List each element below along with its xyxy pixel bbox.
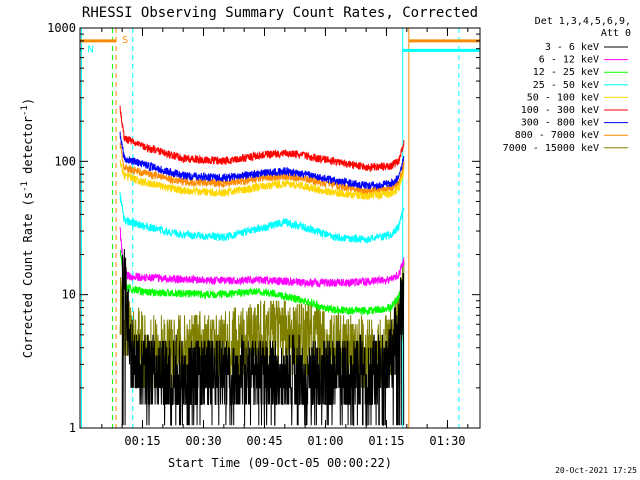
y-axis-label-sup-1: -1 — [20, 181, 30, 192]
timestamp: 20-Oct-2021 17:25 — [555, 466, 637, 475]
x-tick-label-90: 01:30 — [429, 434, 465, 448]
series-line-100-300keV — [119, 105, 405, 173]
x-tick-label-45: 00:45 — [246, 434, 282, 448]
x-tick-label-60: 01:00 — [307, 434, 343, 448]
series-line-300-800keV — [119, 131, 405, 191]
x-axis-label: Start Time (09-Oct-05 00:00:22) — [168, 456, 392, 470]
series-line-6-12keV — [119, 227, 405, 289]
legend-label-5: 50 - 100 keV — [527, 92, 599, 103]
series-line-12-25keV — [119, 249, 405, 316]
series-line-25-50keV — [119, 191, 405, 245]
legend-label-8: 800 - 7000 keV — [515, 130, 599, 141]
legend-label-2: 6 - 12 keV — [539, 55, 599, 66]
y-tick-label-1000: 1000 — [47, 21, 76, 35]
series-group — [119, 105, 405, 426]
y-axis-label-part-3: ) — [21, 98, 35, 105]
y-axis-label-part-1: Corrected Count Rate (s — [21, 192, 35, 358]
series-line-800-7000keV — [119, 142, 405, 195]
x-tick-label-30: 00:30 — [185, 434, 221, 448]
legend-label-3: 12 - 25 keV — [533, 67, 599, 78]
plot-area: S N 1 10 100 1000 00:15 00:30 00:45 01:00 01:15 01:… — [47, 21, 481, 448]
legend-label-6: 100 - 300 keV — [521, 105, 599, 116]
series-line-50-100keV — [119, 159, 405, 201]
y-tick-label-10: 10 — [62, 288, 76, 302]
legend-label-7: 300 - 800 keV — [521, 118, 599, 129]
legend-title-line-1: Det 1,3,4,5,6,9, — [535, 16, 631, 27]
y-tick-label-1: 1 — [69, 421, 76, 435]
chart-title: RHESSI Observing Summary Count Rates, Co… — [82, 5, 478, 21]
y-axis-label: Corrected Count Rate (s-1 detector-1) — [20, 98, 35, 358]
y-axis-label-part-2: detector — [21, 116, 35, 181]
legend: Det 1,3,4,5,6,9,Att 03 - 6 keV 6 - 12 keV… — [503, 16, 631, 154]
y-axis-label-sup-2: -1 — [20, 105, 30, 116]
flag-label-S: S — [122, 35, 128, 46]
legend-title-line-2: Att 0 — [601, 28, 631, 39]
legend-label-1: 3 - 6 keV — [545, 42, 599, 53]
y-tick-label-100: 100 — [54, 154, 76, 168]
series-line-3-6keV — [121, 248, 405, 426]
x-tick-label-75: 01:15 — [368, 434, 404, 448]
legend-label-9: 7000 - 15000 keV — [503, 143, 599, 154]
x-tick-label-15: 00:15 — [124, 434, 160, 448]
legend-label-4: 25 - 50 keV — [533, 80, 599, 91]
flag-label-N: N — [88, 44, 94, 55]
plot-frame — [79, 27, 481, 429]
